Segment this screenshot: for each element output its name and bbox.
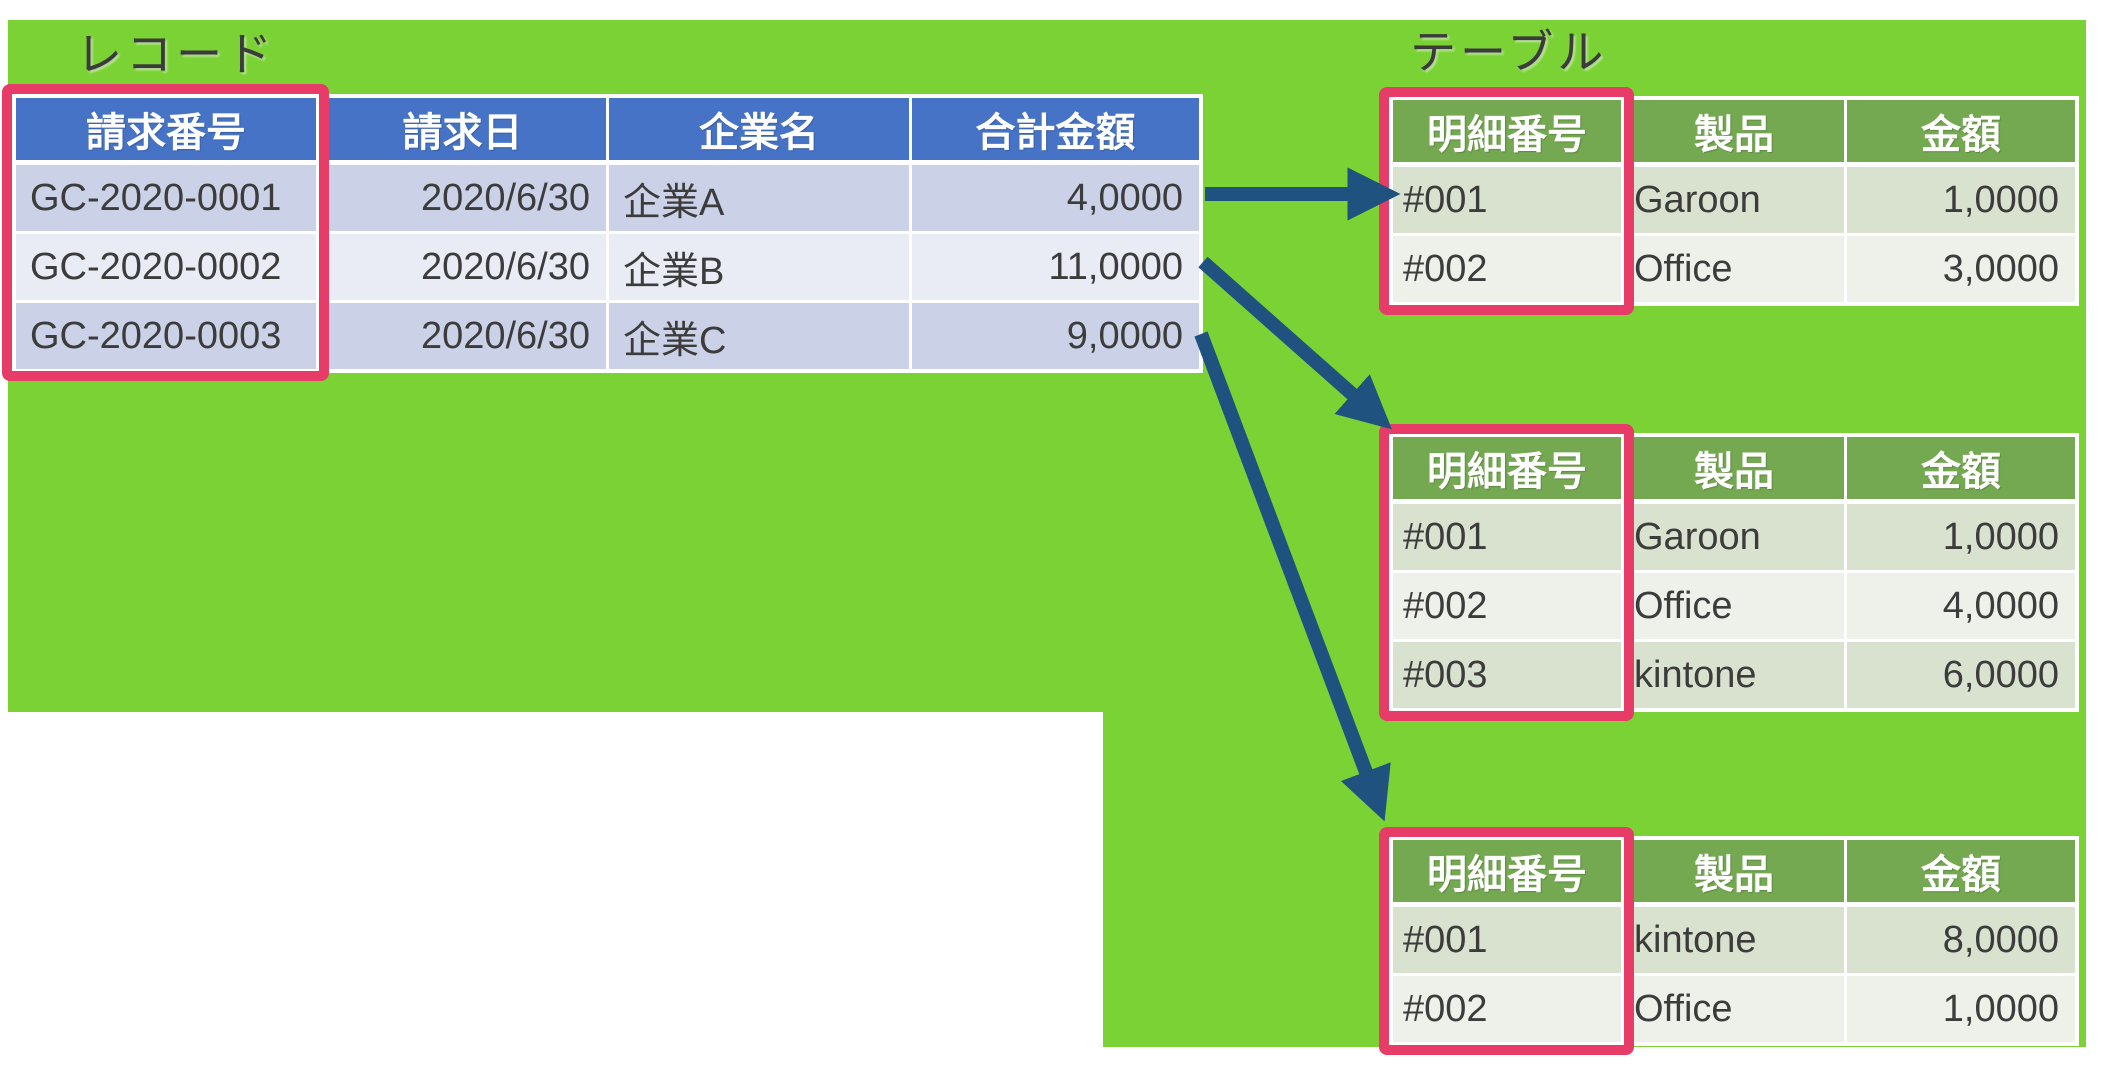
detail-cell: 8,0000 [1847,907,2075,973]
detail-cell: Garoon [1624,167,1844,233]
detail-table-1: 明細番号 製品 金額 #001 Garoon 1,0000 #002 Offic… [1389,96,2079,306]
record-header-company-name: 企業名 [609,98,909,160]
detail-cell: 1,0000 [1847,976,2075,1042]
record-cell: 企業C [609,303,909,369]
detail-1-header-row: 明細番号 製品 金額 [1393,100,2075,162]
record-header-invoice-date: 請求日 [319,98,606,160]
detail-cell: #003 [1393,642,1621,708]
detail-cell: Office [1624,573,1844,639]
record-row-2: GC-2020-0002 2020/6/30 企業B 11,0000 [16,234,1199,300]
detail-3-row-2: #002 Office 1,0000 [1393,976,2075,1042]
detail-header-amount: 金額 [1847,840,2075,902]
detail-header-line-number: 明細番号 [1393,100,1621,162]
detail-cell: kintone [1624,907,1844,973]
record-row-1: GC-2020-0001 2020/6/30 企業A 4,0000 [16,165,1199,231]
detail-cell: #002 [1393,573,1621,639]
detail-cell: #001 [1393,167,1621,233]
record-table: 請求番号 請求日 企業名 合計金額 GC-2020-0001 2020/6/30… [12,94,1203,373]
detail-header-product: 製品 [1624,840,1844,902]
detail-cell: 3,0000 [1847,236,2075,302]
detail-cell: 6,0000 [1847,642,2075,708]
detail-cell: #001 [1393,907,1621,973]
record-section-label: レコード [76,28,276,80]
record-cell: GC-2020-0001 [16,165,316,231]
record-cell: 4,0000 [912,165,1199,231]
detail-header-product: 製品 [1624,437,1844,499]
record-row-3: GC-2020-0003 2020/6/30 企業C 9,0000 [16,303,1199,369]
detail-cell: Office [1624,976,1844,1042]
detail-cell: #001 [1393,504,1621,570]
detail-cell: Garoon [1624,504,1844,570]
detail-cell: kintone [1624,642,1844,708]
detail-header-line-number: 明細番号 [1393,840,1621,902]
record-header-total-amount: 合計金額 [912,98,1199,160]
table-section-label: テーブル [1410,26,1608,78]
detail-2-header-row: 明細番号 製品 金額 [1393,437,2075,499]
detail-cell: Office [1624,236,1844,302]
detail-2-row-2: #002 Office 4,0000 [1393,573,2075,639]
detail-header-product: 製品 [1624,100,1844,162]
record-cell: 企業A [609,165,909,231]
record-cell: GC-2020-0002 [16,234,316,300]
detail-cell: 4,0000 [1847,573,2075,639]
record-header-invoice-number: 請求番号 [16,98,316,160]
detail-3-row-1: #001 kintone 8,0000 [1393,907,2075,973]
detail-2-row-1: #001 Garoon 1,0000 [1393,504,2075,570]
record-header-row: 請求番号 請求日 企業名 合計金額 [16,98,1199,160]
detail-1-row-1: #001 Garoon 1,0000 [1393,167,2075,233]
detail-3-header-row: 明細番号 製品 金額 [1393,840,2075,902]
detail-cell: #002 [1393,976,1621,1042]
detail-header-amount: 金額 [1847,437,2075,499]
record-cell: GC-2020-0003 [16,303,316,369]
detail-cell: 1,0000 [1847,504,2075,570]
detail-cell: 1,0000 [1847,167,2075,233]
detail-1-row-2: #002 Office 3,0000 [1393,236,2075,302]
detail-header-amount: 金額 [1847,100,2075,162]
record-cell: 2020/6/30 [319,303,606,369]
record-cell: 9,0000 [912,303,1199,369]
detail-table-2: 明細番号 製品 金額 #001 Garoon 1,0000 #002 Offic… [1389,433,2079,712]
detail-header-line-number: 明細番号 [1393,437,1621,499]
record-cell: 企業B [609,234,909,300]
record-cell: 11,0000 [912,234,1199,300]
record-cell: 2020/6/30 [319,234,606,300]
detail-cell: #002 [1393,236,1621,302]
record-cell: 2020/6/30 [319,165,606,231]
detail-2-row-3: #003 kintone 6,0000 [1393,642,2075,708]
detail-table-3: 明細番号 製品 金額 #001 kintone 8,0000 #002 Offi… [1389,836,2079,1046]
